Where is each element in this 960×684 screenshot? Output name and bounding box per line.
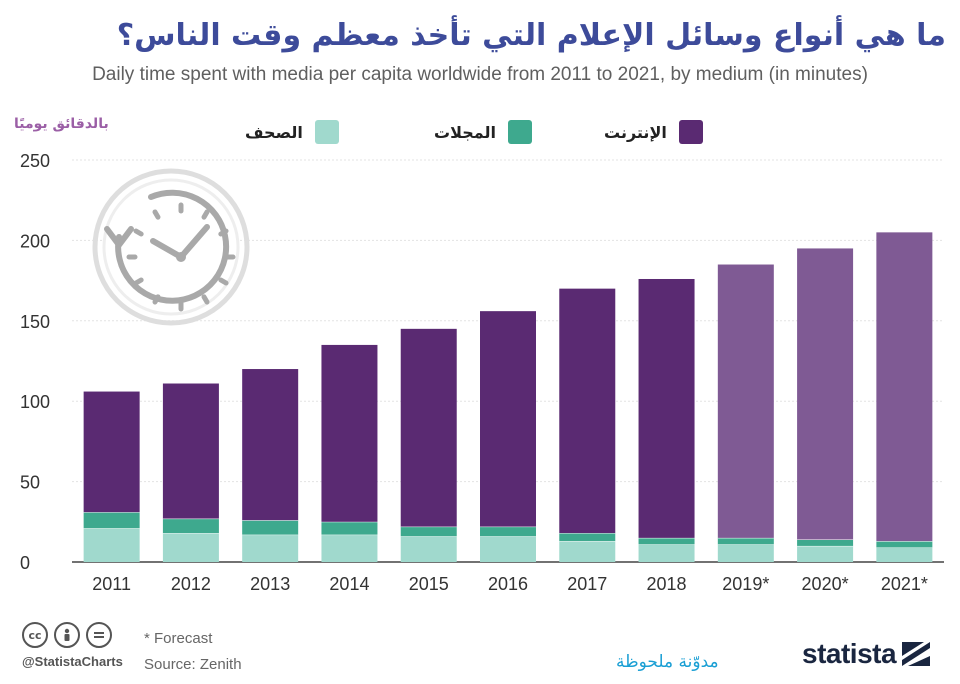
x-tick-label: 2014 — [329, 574, 369, 594]
statista-mark-icon — [902, 642, 931, 666]
bar-internet — [162, 383, 219, 519]
legend-label-newspapers: الصحف — [245, 122, 303, 142]
x-tick-label: 2016 — [488, 574, 528, 594]
y-tick-label: 100 — [20, 392, 50, 412]
y-tick-label: 150 — [20, 312, 50, 332]
bar-newspapers — [321, 534, 378, 562]
equals-icon[interactable] — [86, 622, 112, 648]
x-tick-label: 2018 — [647, 574, 687, 594]
bar-magazines — [321, 521, 378, 535]
statista-logo[interactable]: statista — [802, 638, 931, 670]
legend-item-magazines: المجلات — [434, 118, 532, 146]
clock-icon — [92, 168, 250, 326]
x-tick-label: 2020* — [802, 574, 849, 594]
bar-newspapers — [876, 547, 933, 562]
bar-magazines — [162, 518, 219, 534]
watermark: مدوّنة ملحوظة — [616, 652, 719, 672]
bar-internet — [797, 248, 854, 540]
cc-icon[interactable]: cc — [22, 622, 48, 648]
legend-label-magazines: المجلات — [434, 122, 496, 142]
license-block: cc @StatistaCharts — [22, 622, 123, 669]
y-tick-label: 200 — [20, 231, 50, 251]
chart-title: ما هي أنواع وسائل الإعلام التي تأخذ معظم… — [116, 18, 946, 53]
bar-internet — [717, 264, 774, 538]
x-tick-label: 2021* — [881, 574, 928, 594]
bar-magazines — [400, 526, 457, 537]
source-note: Source: Zenith — [144, 656, 242, 673]
bar-magazines — [559, 533, 616, 542]
y-tick-label: 50 — [20, 473, 40, 493]
bar-internet — [83, 391, 140, 513]
bar-newspapers — [162, 533, 219, 562]
legend-item-internet: الإنترنت — [604, 118, 703, 146]
unit-label: بالدقائق يوميًا — [14, 116, 109, 132]
y-tick-label: 250 — [20, 151, 50, 171]
bar-internet — [242, 369, 299, 521]
clock-tick — [133, 277, 144, 286]
x-tick-label: 2013 — [250, 574, 290, 594]
x-tick-label: 2017 — [567, 574, 607, 594]
legend: الإنترنت المجلات الصحف — [0, 118, 960, 146]
x-tick-label: 2012 — [171, 574, 211, 594]
bar-magazines — [480, 526, 536, 537]
bar-magazines — [717, 537, 774, 545]
legend-item-newspapers: الصحف — [245, 118, 339, 146]
bar-internet — [876, 232, 933, 542]
bar-newspapers — [638, 544, 695, 562]
x-tick-label: 2019* — [722, 574, 769, 594]
clock-tick — [201, 209, 210, 220]
clock-tick — [152, 294, 161, 305]
bar-internet — [480, 311, 536, 527]
chart-subtitle: Daily time spent with media per capita w… — [92, 64, 868, 85]
bar-magazines — [638, 537, 695, 545]
y-tick-label: 0 — [20, 553, 30, 573]
bar-internet — [559, 288, 616, 534]
legend-swatch-internet — [678, 120, 703, 144]
clock-tick — [218, 228, 229, 237]
bar-newspapers — [242, 534, 299, 562]
legend-swatch-newspapers — [314, 120, 339, 144]
clock-tick — [133, 228, 144, 237]
legend-swatch-magazines — [507, 120, 532, 144]
social-handle[interactable]: @StatistaCharts — [22, 654, 123, 669]
forecast-note: * Forecast — [144, 630, 213, 647]
bar-magazines — [83, 512, 140, 529]
bar-magazines — [876, 541, 933, 548]
bar-internet — [321, 344, 378, 522]
person-icon[interactable] — [54, 622, 80, 648]
clock-tick — [152, 209, 161, 220]
clock-tick — [201, 294, 210, 305]
x-tick-label: 2015 — [409, 574, 449, 594]
bar-newspapers — [400, 536, 457, 562]
bar-newspapers — [717, 544, 774, 562]
bar-newspapers — [797, 545, 854, 562]
brand-name: statista — [802, 638, 897, 669]
bar-magazines — [797, 539, 854, 546]
footnotes: * Forecast Source: Zenith — [144, 626, 242, 678]
bar-internet — [400, 328, 457, 527]
bar-newspapers — [83, 528, 140, 562]
clock-tick — [218, 277, 229, 286]
legend-label-internet: الإنترنت — [604, 122, 667, 142]
bar-newspapers — [559, 541, 616, 562]
bar-internet — [638, 278, 695, 538]
bar-newspapers — [480, 536, 536, 562]
x-tick-label: 2011 — [92, 574, 131, 594]
bar-magazines — [242, 520, 299, 535]
